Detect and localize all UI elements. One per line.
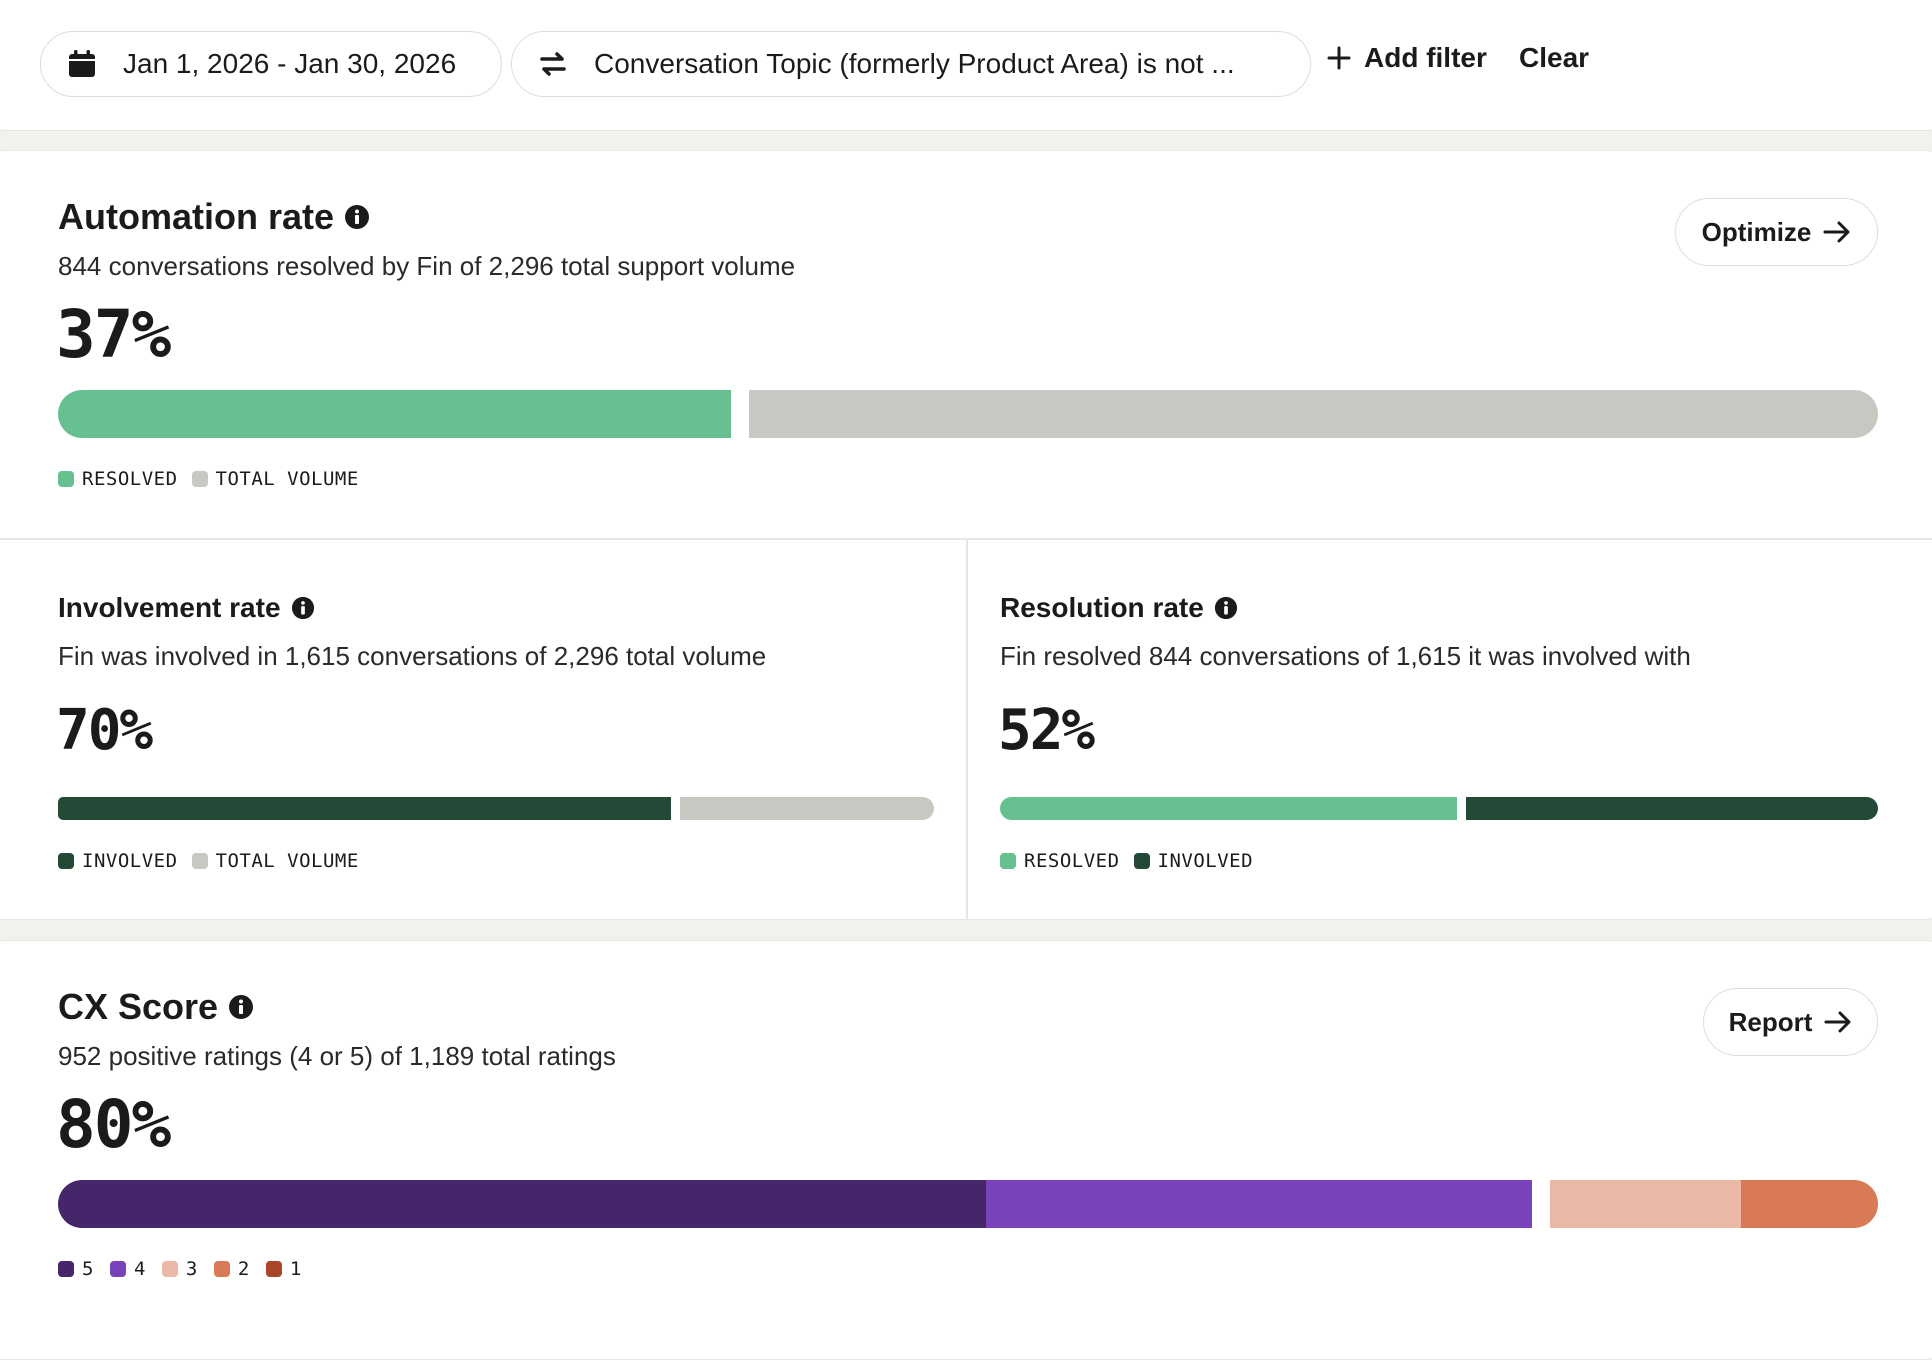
cx-legend-item: 1: [265, 1258, 302, 1280]
involvement-total-segment: [680, 797, 934, 820]
optimize-label: Optimize: [1701, 216, 1812, 247]
cx-title-text: CX Score: [58, 986, 219, 1027]
resolution-resolved-segment: [1000, 797, 1457, 820]
involvement-value: 70%: [56, 698, 153, 763]
cx-value: 80%: [56, 1086, 171, 1163]
cx-subtitle: 952 positive ratings (4 or 5) of 1,189 t…: [58, 1041, 616, 1071]
resolution-title: Resolution rate: [1000, 592, 1238, 624]
topic-filter-label: Conversation Topic (formerly Product Are…: [594, 48, 1235, 79]
cx-rating-4-segment: [986, 1180, 1532, 1228]
automation-title-text: Automation rate: [58, 196, 335, 237]
info-icon[interactable]: [228, 994, 254, 1020]
legend-swatch: [1000, 853, 1016, 869]
cx-rating-2-segment: [1741, 1180, 1878, 1228]
arrow-right-icon: [1824, 1010, 1852, 1034]
legend-swatch: [213, 1261, 230, 1277]
date-range-label: Jan 1, 2026 - Jan 30, 2026: [123, 48, 457, 79]
resolution-bar: [1000, 797, 1878, 820]
involvement-title: Involvement rate: [58, 592, 315, 624]
legend-label: INVOLVED: [1157, 850, 1254, 872]
legend-swatch: [58, 853, 74, 869]
cx-rating-3-segment: [1550, 1180, 1741, 1228]
cx-distribution-bar: [58, 1180, 1878, 1228]
automation-legend-item: RESOLVED: [58, 468, 178, 490]
swap-arrows-icon: [538, 49, 568, 79]
cx-legend: 5 4 3 2 1: [58, 1258, 302, 1280]
involvement-title-text: Involvement rate: [58, 592, 281, 623]
resolution-value: 52%: [998, 698, 1095, 763]
legend-label: 2: [237, 1258, 250, 1280]
legend-swatch: [58, 471, 74, 487]
automation-value: 37%: [56, 296, 171, 373]
legend-label: 4: [133, 1258, 146, 1280]
resolution-legend: RESOLVED INVOLVED: [1000, 850, 1253, 872]
automation-legend: RESOLVED TOTAL VOLUME: [58, 468, 359, 490]
cx-score-card: [0, 940, 1932, 1360]
cx-legend-item: 2: [213, 1258, 250, 1280]
automation-subtitle: 844 conversations resolved by Fin of 2,2…: [58, 251, 796, 281]
topic-filter-chip[interactable]: Conversation Topic (formerly Product Are…: [511, 31, 1311, 97]
legend-label: RESOLVED: [82, 468, 178, 490]
legend-swatch: [191, 471, 208, 487]
add-filter-button[interactable]: Add filter: [1326, 42, 1487, 74]
legend-swatch: [265, 1261, 282, 1277]
report-label: Report: [1728, 1006, 1813, 1037]
resolution-legend-item: INVOLVED: [1133, 850, 1254, 872]
automation-resolved-segment: [58, 390, 731, 438]
clear-label: Clear: [1519, 42, 1590, 73]
resolution-subtitle: Fin resolved 844 conversations of 1,615 …: [1000, 641, 1691, 671]
column-divider: [966, 539, 968, 920]
resolution-involved-segment: [1466, 797, 1878, 820]
legend-label: TOTAL VOLUME: [215, 468, 359, 490]
involvement-legend-item: TOTAL VOLUME: [191, 850, 359, 872]
legend-swatch: [109, 1261, 126, 1277]
legend-label: 3: [185, 1258, 198, 1280]
cx-rating-5-segment: [58, 1180, 986, 1228]
legend-label: INVOLVED: [82, 850, 178, 872]
clear-filters-button[interactable]: Clear: [1519, 42, 1589, 74]
legend-label: TOTAL VOLUME: [215, 850, 359, 872]
legend-label: 1: [289, 1258, 302, 1280]
involvement-legend: INVOLVED TOTAL VOLUME: [58, 850, 359, 872]
plus-icon: [1326, 45, 1352, 71]
cx-legend-item: 4: [109, 1258, 146, 1280]
involvement-legend-item: INVOLVED: [58, 850, 178, 872]
legend-label: 5: [82, 1258, 94, 1280]
legend-label: RESOLVED: [1024, 850, 1120, 872]
cx-legend-item: 5: [58, 1258, 94, 1280]
automation-bar: [58, 390, 1878, 438]
legend-swatch: [58, 1261, 74, 1277]
automation-total-segment: [749, 390, 1878, 438]
info-icon[interactable]: [1214, 596, 1238, 620]
cx-legend-item: 3: [161, 1258, 198, 1280]
optimize-button[interactable]: Optimize: [1675, 198, 1878, 266]
date-range-picker[interactable]: Jan 1, 2026 - Jan 30, 2026: [40, 31, 502, 97]
legend-swatch: [191, 853, 208, 869]
involvement-subtitle: Fin was involved in 1,615 conversations …: [58, 641, 767, 671]
automation-title: Automation rate: [58, 196, 370, 238]
legend-swatch: [161, 1261, 178, 1277]
arrow-right-icon: [1823, 220, 1851, 244]
involvement-bar: [58, 797, 934, 820]
resolution-legend-item: RESOLVED: [1000, 850, 1120, 872]
calendar-icon: [67, 49, 97, 79]
info-icon[interactable]: [291, 596, 315, 620]
cx-title: CX Score: [58, 986, 254, 1028]
section-divider: [0, 538, 1932, 540]
legend-swatch: [1133, 853, 1150, 869]
add-filter-label: Add filter: [1364, 42, 1487, 73]
info-icon[interactable]: [344, 204, 370, 230]
report-button[interactable]: Report: [1703, 988, 1878, 1056]
automation-legend-item: TOTAL VOLUME: [191, 468, 359, 490]
involvement-involved-segment: [58, 797, 671, 820]
resolution-title-text: Resolution rate: [1000, 592, 1204, 623]
